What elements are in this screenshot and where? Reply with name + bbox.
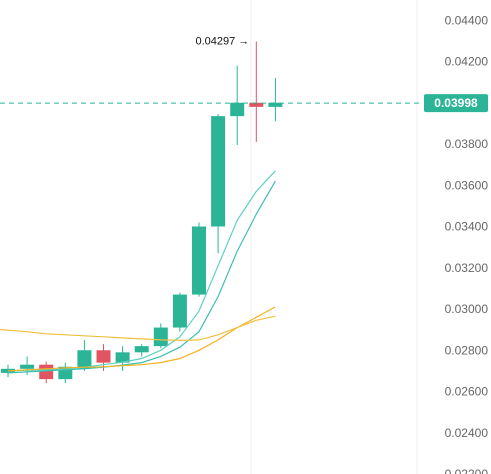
y-tick-label-1: 0.04200 [445,55,489,69]
candle-body-7 [134,346,149,353]
moving-average-line-3 [0,315,276,342]
y-tick-label-9: 0.02400 [445,426,489,440]
candle-body-9 [172,294,187,328]
y-tick-label-8: 0.02600 [445,385,489,399]
y-tick-label-10: 0.02200 [445,467,489,474]
plot-background [0,0,420,474]
candle-body-1 [20,364,35,369]
candle-body-6 [115,352,130,363]
y-tick-label-5: 0.03200 [445,261,489,275]
y-tick-label-0: 0.04400 [445,13,489,27]
high-annotation-label: 0.04297 → [195,35,249,47]
candle-body-2 [39,364,54,380]
candle-body-13 [249,102,264,107]
moving-average-line-2 [7,306,276,372]
candle-body-8 [153,327,168,347]
moving-average-line-0 [7,170,276,372]
candle-body-4 [77,350,92,369]
y-tick-label-7: 0.02800 [445,343,489,357]
candle-body-5 [96,350,111,363]
current-price-badge [424,94,488,113]
y-tick-label-4: 0.03400 [445,220,489,234]
candle-body-11 [211,116,226,227]
moving-average-line-1 [7,180,276,374]
y-tick-label-3: 0.03600 [445,178,489,192]
y-tick-label-6: 0.03000 [445,302,489,316]
candle-body-12 [230,102,245,117]
candle-body-10 [192,226,206,295]
y-tick-label-2: 0.03800 [445,137,489,151]
current-price-label: 0.03998 [434,96,478,110]
candle-body-14 [268,102,283,107]
